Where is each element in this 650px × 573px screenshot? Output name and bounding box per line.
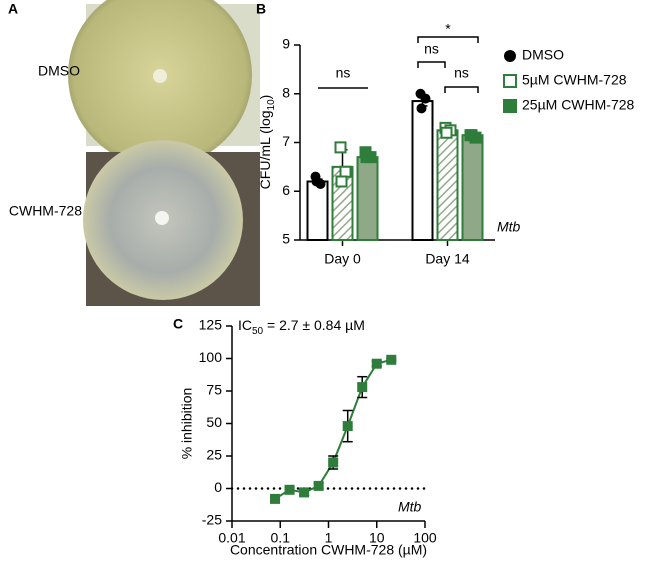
legend-label: 5µM CWHM-728: [522, 72, 627, 88]
y-tick-label: 7: [282, 133, 290, 149]
point: [270, 493, 281, 504]
bracket: [417, 36, 479, 43]
y-tick-label: -25: [202, 512, 222, 528]
bracket: [444, 86, 479, 93]
y-axis-label-part: CFU/mL (log: [257, 110, 273, 189]
point: [342, 421, 353, 432]
legend-label: 25µM CWHM-728: [522, 97, 635, 113]
y-tick-label: 9: [282, 36, 290, 52]
significance: *: [445, 21, 451, 37]
annotation: Mtb: [398, 499, 422, 515]
chart-title-part: IC: [238, 317, 252, 333]
y-tick-label: 25: [206, 447, 222, 463]
disk: [153, 69, 167, 83]
bar: [411, 100, 434, 241]
point: [440, 126, 453, 139]
point: [284, 484, 295, 495]
point: [328, 457, 339, 468]
point: [465, 129, 478, 142]
x-tick-label: 100: [413, 530, 437, 546]
point: [339, 165, 352, 178]
chart-title-part: = 2.7 ± 0.84 µM: [263, 317, 365, 333]
y-axis-label: % inhibition: [179, 388, 195, 460]
chart-title: IC50 = 2.7 ± 0.84 µM: [238, 317, 365, 337]
y-tick-label: 8: [282, 84, 290, 100]
bracket: [417, 61, 446, 68]
x-tick-label: 0.1: [271, 530, 291, 546]
point: [504, 50, 516, 62]
point: [503, 99, 517, 113]
point: [360, 151, 373, 164]
y-tick-label: 125: [199, 317, 223, 333]
chart-title-part: 50: [252, 326, 264, 337]
legend-label: DMSO: [522, 47, 564, 63]
disk: [155, 211, 169, 225]
y-tick-label: 100: [199, 349, 223, 365]
panel-label: B: [256, 1, 266, 17]
y-tick-label: 6: [282, 182, 290, 198]
y-tick-label: 5: [282, 231, 290, 247]
point: [386, 354, 397, 365]
bar: [356, 156, 379, 241]
plate-label: DMSO: [38, 63, 80, 79]
bar: [461, 134, 484, 241]
annotation: Mtb: [497, 219, 521, 235]
point: [335, 175, 348, 188]
plate: [68, 0, 252, 167]
y-tick-label: 50: [206, 414, 222, 430]
y-axis-label-part: ): [257, 95, 273, 100]
point: [416, 103, 427, 114]
x-tick-label: 10: [369, 530, 385, 546]
y-tick-label: 75: [206, 382, 222, 398]
point: [311, 176, 322, 187]
y-axis-label: CFU/mL (log10): [257, 95, 277, 190]
fit-line: [274, 358, 392, 500]
significance: ns: [424, 41, 439, 57]
panel-label: C: [173, 316, 183, 332]
y-axis-label-part: 10: [266, 99, 277, 111]
significance: ns: [454, 65, 469, 81]
bar: [436, 129, 459, 241]
point: [371, 358, 382, 369]
plate-label: CWHM-728: [9, 203, 82, 219]
significance: ns: [336, 65, 351, 81]
point: [357, 382, 368, 393]
x-tick-label: 0.01: [218, 530, 245, 546]
point: [299, 487, 310, 498]
bar: [306, 180, 329, 241]
point: [313, 480, 324, 491]
x-tick-label: 1: [325, 530, 333, 546]
x-tick-label: Day 0: [324, 251, 361, 267]
x-tick-label: Day 14: [425, 251, 470, 267]
panel-label: A: [8, 1, 18, 17]
y-tick-label: 0: [214, 479, 222, 495]
point: [334, 141, 347, 154]
point: [503, 74, 517, 88]
x-axis-label: Concentration CWHM-728 (µM): [230, 542, 427, 558]
point: [420, 93, 431, 104]
